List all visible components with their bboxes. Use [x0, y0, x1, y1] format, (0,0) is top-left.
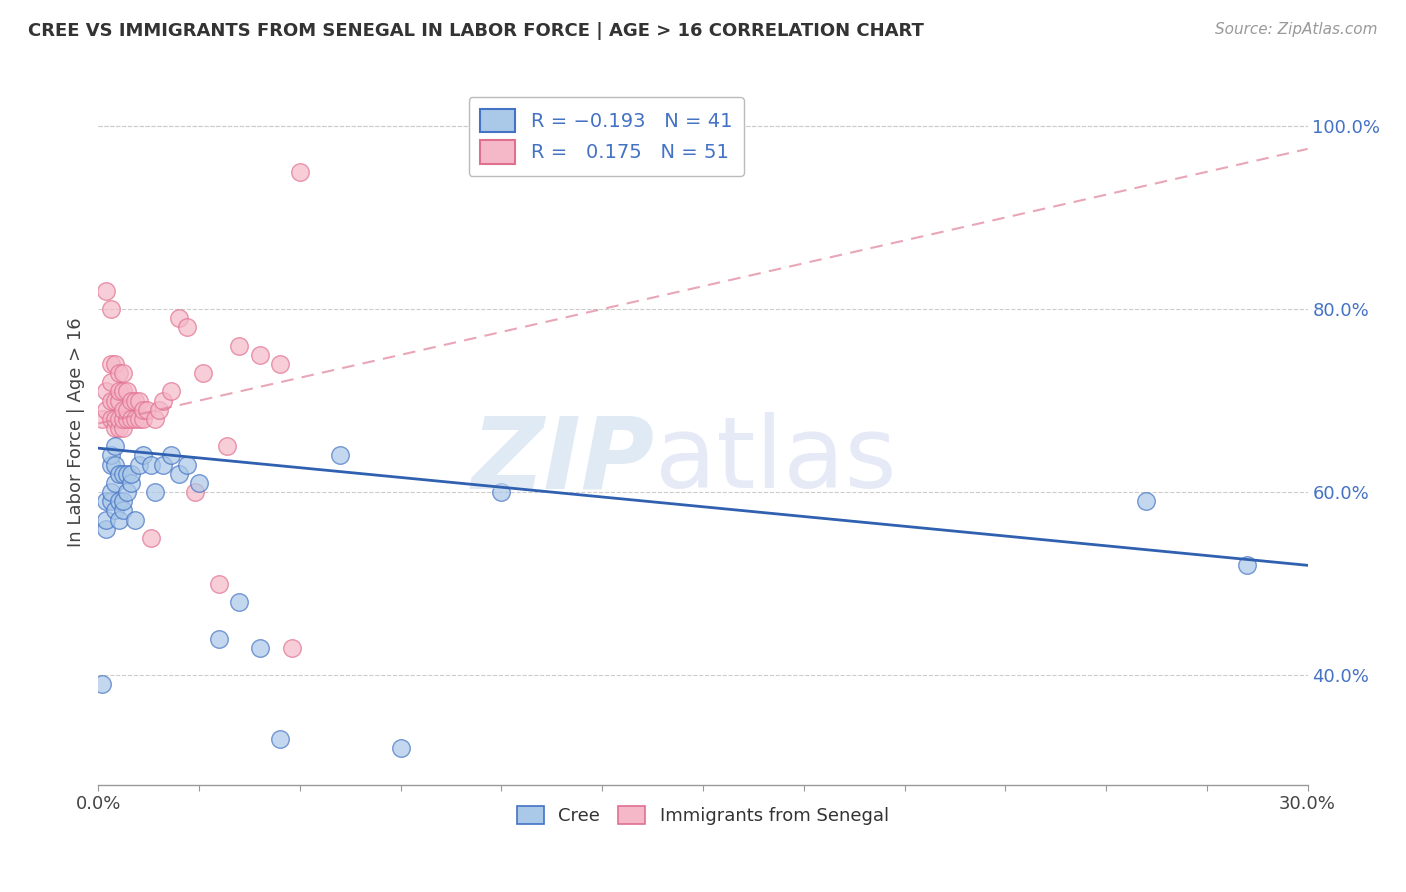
Point [100, 301, 122, 316]
Point [100, 393, 122, 408]
Point [111, 412, 134, 426]
Point [288, 165, 311, 179]
Point [91, 412, 114, 426]
Point [115, 485, 138, 500]
Point [111, 467, 134, 481]
Point [1236, 558, 1258, 573]
Point [115, 402, 138, 417]
Point [152, 458, 174, 472]
Point [103, 393, 125, 408]
Point [152, 393, 174, 408]
Point [111, 384, 134, 399]
Point [269, 732, 291, 747]
Point [100, 357, 122, 371]
Point [217, 439, 239, 453]
Point [111, 494, 134, 508]
Point [139, 458, 162, 472]
Point [96, 384, 118, 399]
Point [100, 412, 122, 426]
Point [107, 421, 129, 435]
Point [115, 467, 138, 481]
Point [103, 458, 125, 472]
Point [143, 485, 166, 500]
Point [188, 475, 211, 490]
Point [208, 576, 231, 591]
Point [100, 485, 122, 500]
Point [135, 402, 157, 417]
Point [103, 475, 125, 490]
Point [107, 494, 129, 508]
Point [160, 384, 183, 399]
Point [329, 449, 352, 463]
Point [111, 402, 134, 417]
Point [176, 320, 198, 334]
Point [107, 512, 129, 526]
Point [107, 467, 129, 481]
Point [1135, 494, 1157, 508]
Point [91, 677, 114, 691]
Point [96, 522, 118, 536]
Text: CREE VS IMMIGRANTS FROM SENEGAL IN LABOR FORCE | AGE > 16 CORRELATION CHART: CREE VS IMMIGRANTS FROM SENEGAL IN LABOR… [28, 22, 924, 40]
Point [139, 531, 162, 545]
Point [100, 494, 122, 508]
Point [249, 640, 271, 655]
Point [132, 402, 155, 417]
Point [120, 393, 142, 408]
Point [103, 439, 125, 453]
Point [124, 393, 146, 408]
Legend: Cree, Immigrants from Senegal: Cree, Immigrants from Senegal [510, 798, 896, 832]
Point [120, 412, 142, 426]
Point [281, 640, 304, 655]
Point [491, 485, 513, 500]
Point [167, 467, 190, 481]
Point [96, 284, 118, 298]
Point [107, 412, 129, 426]
Point [115, 384, 138, 399]
Text: ZIP: ZIP [471, 412, 655, 509]
Point [128, 412, 150, 426]
Point [100, 458, 122, 472]
Point [115, 412, 138, 426]
Point [143, 412, 166, 426]
Point [167, 311, 190, 326]
Point [100, 376, 122, 390]
Point [228, 339, 250, 353]
Point [124, 412, 146, 426]
Point [176, 458, 198, 472]
Point [111, 421, 134, 435]
Point [132, 449, 155, 463]
Point [120, 467, 142, 481]
Text: atlas: atlas [655, 412, 896, 509]
Point [103, 421, 125, 435]
Point [132, 412, 155, 426]
Point [107, 366, 129, 380]
Point [128, 458, 150, 472]
Point [103, 357, 125, 371]
Point [269, 357, 291, 371]
Point [128, 393, 150, 408]
Point [96, 512, 118, 526]
Point [96, 494, 118, 508]
Point [111, 503, 134, 517]
Point [107, 384, 129, 399]
Point [184, 485, 207, 500]
Point [208, 632, 231, 646]
Point [111, 366, 134, 380]
Point [96, 402, 118, 417]
Point [124, 512, 146, 526]
Y-axis label: In Labor Force | Age > 16: In Labor Force | Age > 16 [66, 318, 84, 548]
Point [107, 393, 129, 408]
Point [100, 449, 122, 463]
Point [389, 741, 412, 756]
Point [160, 449, 183, 463]
Point [193, 366, 215, 380]
Point [228, 595, 250, 609]
Point [103, 412, 125, 426]
Point [249, 348, 271, 362]
Point [120, 475, 142, 490]
Point [148, 402, 170, 417]
Text: Source: ZipAtlas.com: Source: ZipAtlas.com [1215, 22, 1378, 37]
Point [103, 503, 125, 517]
